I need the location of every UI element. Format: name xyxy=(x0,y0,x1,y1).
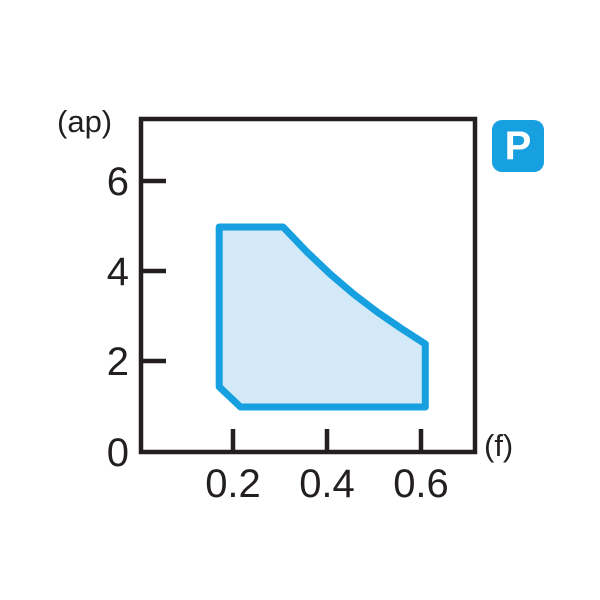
iso-grade-p-label: P xyxy=(504,124,532,168)
recommended-zone-area xyxy=(215,223,429,411)
iso-grade-p-badge: P xyxy=(492,120,544,172)
y-axis-caption: (ap) xyxy=(57,104,112,139)
y-tick-label-0: 0 xyxy=(107,431,129,475)
y-axis-ticks xyxy=(141,178,166,364)
x-tick-label-0-6: 0.6 xyxy=(393,462,449,506)
y-tick-label-4: 4 xyxy=(107,250,129,294)
x-axis-ticks xyxy=(230,429,424,452)
x-axis-caption: (f) xyxy=(484,428,513,463)
x-tick-label-0-2: 0.2 xyxy=(205,462,261,506)
plot-frame xyxy=(138,116,478,455)
y-tick-label-2: 2 xyxy=(107,340,129,384)
y-tick-label-6: 6 xyxy=(107,160,129,204)
x-tick-label-0-4: 0.4 xyxy=(299,462,355,506)
